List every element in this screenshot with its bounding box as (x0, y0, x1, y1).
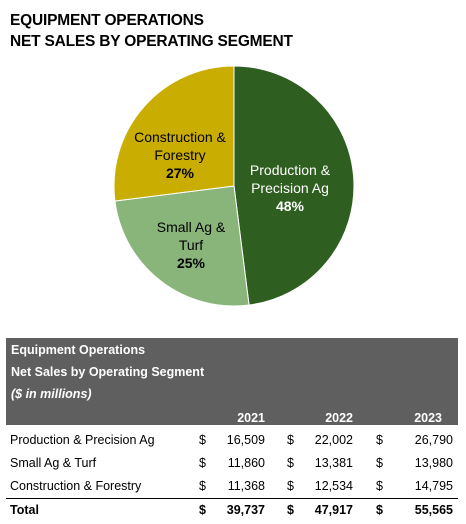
total-label: Total (10, 503, 39, 517)
total-2023: 55,565 (414, 503, 453, 517)
chart-title: EQUIPMENT OPERATIONS NET SALES BY OPERAT… (10, 10, 293, 52)
row-label: Production & Precision Ag (10, 433, 155, 447)
currency-symbol: $ (376, 503, 383, 517)
table-row: Small Ag & Turf $ 11,860 $ 13,381 $ 13,9… (6, 452, 458, 475)
slice-label: Small Ag & (157, 219, 226, 235)
value-2023: 26,790 (414, 433, 453, 447)
currency-symbol: $ (199, 433, 206, 447)
value-2022: 22,002 (314, 433, 353, 447)
currency-symbol: $ (199, 456, 206, 470)
pie-slice (233, 65, 355, 306)
total-divider (6, 498, 458, 499)
value-2021: 11,368 (227, 479, 265, 493)
slice-percent-label: 25% (177, 255, 206, 271)
pie-slice (113, 65, 235, 202)
net-sales-table: Equipment Operations Net Sales by Operat… (6, 338, 458, 518)
year-header-2021: 2021 (237, 411, 265, 425)
currency-symbol: $ (199, 479, 206, 493)
slice-label: Precision Ag (251, 180, 329, 196)
currency-symbol: $ (287, 433, 294, 447)
slice-label: Construction & (134, 129, 226, 145)
table-header: Equipment Operations Net Sales by Operat… (6, 338, 458, 425)
slice-label: Production & (250, 162, 331, 178)
slice-label: Turf (179, 237, 203, 253)
table-title: Equipment Operations (11, 343, 146, 357)
currency-symbol: $ (376, 479, 383, 493)
slice-label: Forestry (154, 147, 205, 163)
row-label: Small Ag & Turf (10, 456, 97, 470)
pie-chart: Production & Precision Ag 48% Small Ag & Tur… (113, 65, 355, 307)
value-2021: 16,509 (226, 433, 265, 447)
year-header-2022: 2022 (325, 411, 353, 425)
currency-symbol: $ (287, 503, 294, 517)
value-2023: 14,795 (414, 479, 453, 493)
currency-symbol: $ (199, 503, 206, 517)
table-row: Production & Precision Ag $ 16,509 $ 22,… (6, 429, 458, 452)
total-2022: 47,917 (314, 503, 353, 517)
currency-symbol: $ (287, 479, 294, 493)
table-row: Construction & Forestry $ 11,368 $ 12,53… (6, 475, 458, 498)
slice-percent-label: 27% (166, 165, 195, 181)
table-subtitle: Net Sales by Operating Segment (11, 365, 205, 379)
value-2021: 11,860 (227, 456, 265, 470)
chart-title-line-2: NET SALES BY OPERATING SEGMENT (10, 33, 293, 50)
total-row: Total $ 39,737 $ 47,917 $ 55,565 (6, 499, 458, 522)
currency-symbol: $ (376, 433, 383, 447)
table-units: ($ in millions) (11, 387, 92, 401)
chart-title-line-1: EQUIPMENT OPERATIONS (10, 12, 204, 29)
slice-percent-label: 48% (276, 198, 305, 214)
pie-slice (114, 185, 250, 307)
total-2021: 39,737 (226, 503, 265, 517)
row-label: Construction & Forestry (10, 479, 142, 493)
value-2023: 13,980 (414, 456, 453, 470)
currency-symbol: $ (287, 456, 294, 470)
year-header-2023: 2023 (414, 411, 442, 425)
currency-symbol: $ (376, 456, 383, 470)
value-2022: 12,534 (314, 479, 353, 493)
value-2022: 13,381 (314, 456, 353, 470)
